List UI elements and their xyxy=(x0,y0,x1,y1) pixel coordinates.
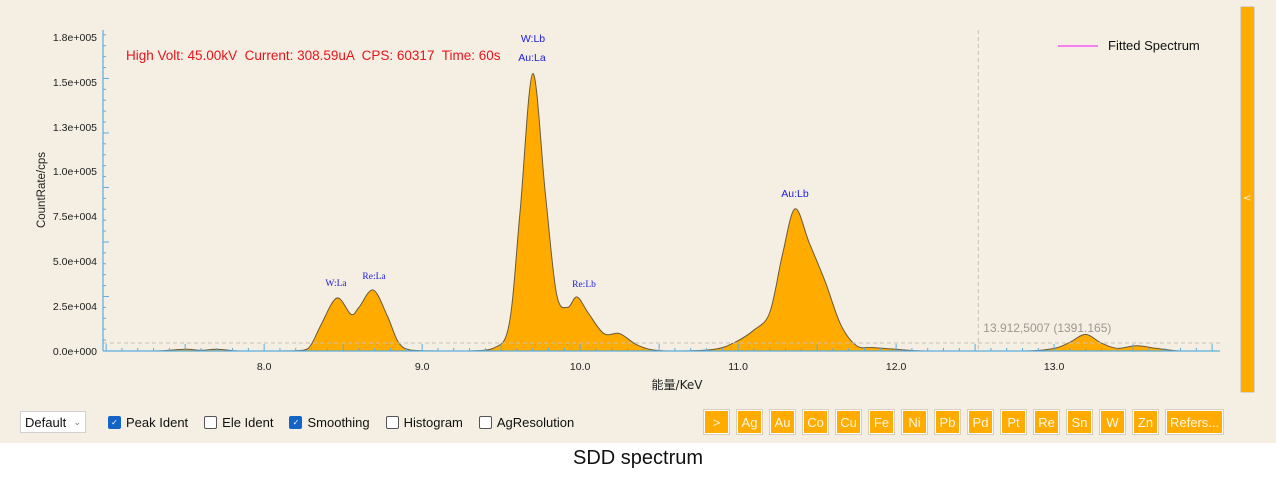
checkbox-label: AgResolution xyxy=(496,414,575,430)
side-panel-toggle[interactable]: < xyxy=(1240,6,1255,393)
cursor-readout: 13.912,5007 (1391.165) xyxy=(983,321,1111,335)
y-tick-label: 1.8e+005 xyxy=(53,32,97,44)
checkbox-unchecked-icon[interactable] xyxy=(478,415,492,429)
y-tick-label: 5.0e+004 xyxy=(53,256,97,268)
legend: Fitted Spectrum xyxy=(1058,38,1200,53)
element-button-pb[interactable]: Pb xyxy=(934,409,961,435)
checkbox-histogram[interactable]: Histogram xyxy=(385,414,463,430)
preset-select[interactable]: Default ⌄ xyxy=(20,411,86,433)
x-tick-label: 11.0 xyxy=(728,361,748,373)
y-tick-label: 0.0e+000 xyxy=(53,346,97,358)
checkbox-peak-ident[interactable]: ✓ Peak Ident xyxy=(108,415,188,430)
element-button-cu[interactable]: Cu xyxy=(835,409,862,435)
y-tick-label: 2.5e+004 xyxy=(53,301,97,313)
x-tick-label: 8.0 xyxy=(257,361,272,373)
element-button-au[interactable]: Au xyxy=(769,409,796,435)
element-button-refers[interactable]: Refers... xyxy=(1165,409,1225,435)
x-tick-label: 13.0 xyxy=(1044,361,1065,373)
figure-caption: SDD spectrum xyxy=(572,447,704,469)
element-button-ni[interactable]: Ni xyxy=(901,409,928,435)
acquisition-info: High Volt: 45.00kV Current: 308.59uA CPS… xyxy=(126,48,501,63)
peak-label: Au:Lb xyxy=(781,188,809,200)
peak-label: W:Lb xyxy=(521,33,545,45)
y-tick-label: 1.0e+005 xyxy=(53,166,97,178)
spectrum-panel: 13.912,5007 (1391.165) 0.0e+000 2.5e+004 5.… xyxy=(0,0,1276,443)
checkbox-ele-ident[interactable]: Ele Ident xyxy=(204,415,273,430)
element-button-fe[interactable]: Fe xyxy=(868,409,895,435)
checkbox-agresolution[interactable]: AgResolution xyxy=(478,414,575,430)
y-tick-label: 7.5e+004 xyxy=(53,211,97,223)
element-button-co[interactable]: Co xyxy=(802,409,829,435)
legend-label: Fitted Spectrum xyxy=(1108,38,1200,53)
element-button-sn[interactable]: Sn xyxy=(1066,409,1093,435)
element-button-pd[interactable]: Pd xyxy=(967,409,994,435)
peak-label: Re:La xyxy=(362,272,386,282)
chevron-down-icon: ⌄ xyxy=(73,416,81,427)
checkbox-label: Smoothing xyxy=(307,414,370,430)
y-axis-label: CountRate/cps xyxy=(36,152,48,228)
checkbox-label: Histogram xyxy=(403,414,463,430)
element-buttons: > Ag Au Co Cu Fe Ni Pb Pd Pt Re Sn W Zn Refers... xyxy=(703,409,1230,435)
preset-value: Default xyxy=(25,414,67,430)
element-button-zn[interactable]: Zn xyxy=(1132,409,1159,435)
x-axis-label: 能量/KeV xyxy=(652,378,704,392)
y-tick-label: 1.5e+005 xyxy=(53,77,97,89)
spectrum-line xyxy=(102,73,1220,352)
x-tick-label: 10.0 xyxy=(570,361,591,373)
x-tick-label: 12.0 xyxy=(886,361,907,373)
x-tick-label: 9.0 xyxy=(415,361,430,373)
element-button-pt[interactable]: Pt xyxy=(1000,409,1027,435)
peak-label: W:La xyxy=(325,279,347,289)
checkbox-checked-icon[interactable]: ✓ xyxy=(289,415,303,429)
legend-swatch xyxy=(1058,44,1098,47)
checkbox-smoothing[interactable]: ✓ Smoothing xyxy=(289,414,370,430)
peak-label: Re:Lb xyxy=(572,280,596,290)
element-button-ag[interactable]: Ag xyxy=(736,409,763,435)
y-tick-label: 1.3e+005 xyxy=(53,122,97,134)
checkbox-checked-icon[interactable]: ✓ xyxy=(108,415,121,429)
display-options: Default ⌄ ✓ Peak Ident Ele Ident ✓ Smoothing… xyxy=(20,410,590,434)
checkbox-label: Peak Ident xyxy=(126,414,189,430)
checkbox-unchecked-icon[interactable] xyxy=(204,415,218,429)
spectrum-area xyxy=(103,73,1220,352)
chevron-left-icon: < xyxy=(1243,193,1252,204)
peak-label: Au:La xyxy=(518,52,546,64)
element-button-re[interactable]: Re xyxy=(1033,409,1060,435)
element-button-w[interactable]: W xyxy=(1099,409,1126,435)
spectrum-chart[interactable]: 13.912,5007 (1391.165) 0.0e+000 2.5e+004 5.… xyxy=(0,0,1276,443)
checkbox-label: Ele Ident xyxy=(222,414,274,430)
checkbox-unchecked-icon[interactable] xyxy=(385,415,399,429)
element-button-next[interactable]: > xyxy=(703,409,730,435)
